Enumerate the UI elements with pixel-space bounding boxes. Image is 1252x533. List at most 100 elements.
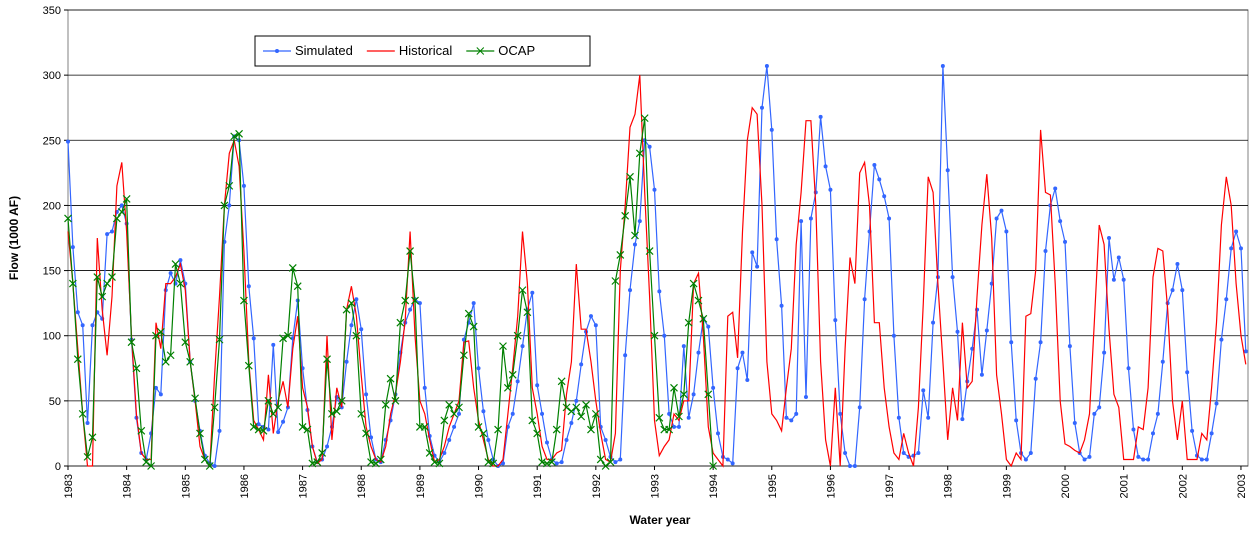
point	[999, 208, 1004, 213]
point	[103, 279, 112, 288]
point	[623, 353, 628, 358]
x-tick-label: 1996	[825, 474, 837, 498]
point	[675, 412, 683, 421]
point	[730, 461, 735, 466]
point	[489, 459, 498, 468]
x-tick-label: 1987	[298, 474, 310, 498]
point	[735, 366, 740, 371]
point	[476, 366, 481, 371]
point	[464, 309, 473, 318]
x-tick-label: 2000	[1060, 474, 1072, 498]
point	[108, 273, 116, 282]
point	[655, 413, 664, 422]
point	[266, 427, 271, 432]
point	[191, 394, 200, 403]
point	[593, 323, 598, 328]
point	[591, 409, 600, 418]
point	[217, 428, 222, 433]
point	[1072, 421, 1077, 426]
point	[538, 458, 546, 467]
point	[327, 409, 336, 418]
point	[1224, 297, 1229, 302]
point	[364, 392, 369, 397]
point	[640, 114, 649, 123]
point	[1214, 401, 1219, 406]
x-tick-label: 1997	[884, 474, 896, 498]
point	[293, 282, 302, 291]
point	[662, 333, 667, 338]
point	[1058, 219, 1063, 224]
legend-label: Historical	[399, 43, 453, 58]
point	[1107, 236, 1112, 240]
point	[1038, 340, 1043, 345]
point	[153, 385, 158, 390]
point	[1121, 277, 1126, 282]
point	[318, 449, 327, 457]
point	[349, 323, 354, 328]
point	[587, 425, 595, 434]
point	[852, 464, 857, 468]
point	[759, 105, 764, 110]
point	[755, 264, 760, 269]
y-tick-label: 250	[43, 135, 61, 147]
point	[699, 314, 708, 323]
y-tick-label: 300	[43, 70, 61, 82]
point	[227, 203, 232, 208]
point	[406, 247, 415, 255]
point	[161, 357, 170, 366]
point	[284, 331, 292, 340]
y-tick-label: 100	[43, 331, 61, 343]
x-tick-label: 1988	[356, 474, 368, 498]
point	[362, 429, 371, 438]
point	[1131, 427, 1136, 432]
point	[945, 168, 950, 173]
point	[367, 458, 375, 467]
point	[494, 425, 502, 434]
point	[371, 459, 380, 468]
point	[396, 318, 405, 327]
point	[711, 385, 716, 390]
x-tick-label: 1999	[1001, 474, 1013, 498]
point	[520, 344, 525, 349]
point	[75, 310, 80, 315]
point	[544, 440, 549, 445]
point	[230, 132, 239, 141]
point	[288, 264, 297, 272]
point	[676, 424, 681, 429]
point	[225, 181, 234, 190]
point	[479, 429, 488, 438]
point	[435, 459, 444, 468]
point	[1111, 277, 1116, 282]
point	[1190, 428, 1195, 433]
point	[779, 303, 784, 308]
point	[200, 455, 209, 464]
point	[93, 273, 102, 282]
point	[442, 450, 447, 455]
point	[459, 351, 468, 360]
point	[354, 297, 359, 302]
point	[447, 437, 452, 442]
point	[940, 64, 945, 69]
point	[891, 333, 896, 338]
point	[122, 194, 131, 203]
point	[872, 163, 877, 168]
point	[632, 242, 637, 247]
point	[235, 129, 244, 138]
point	[950, 275, 955, 280]
point	[577, 412, 586, 421]
point	[601, 462, 610, 470]
point	[686, 415, 691, 420]
point	[85, 421, 90, 426]
point	[359, 327, 364, 332]
x-tick-label: 1985	[180, 474, 192, 498]
point	[1219, 337, 1224, 342]
point	[127, 338, 136, 347]
point	[533, 429, 542, 438]
point	[90, 323, 95, 328]
point	[276, 430, 281, 435]
point	[176, 279, 185, 288]
point	[271, 342, 276, 347]
point	[530, 290, 535, 295]
point	[635, 149, 644, 158]
